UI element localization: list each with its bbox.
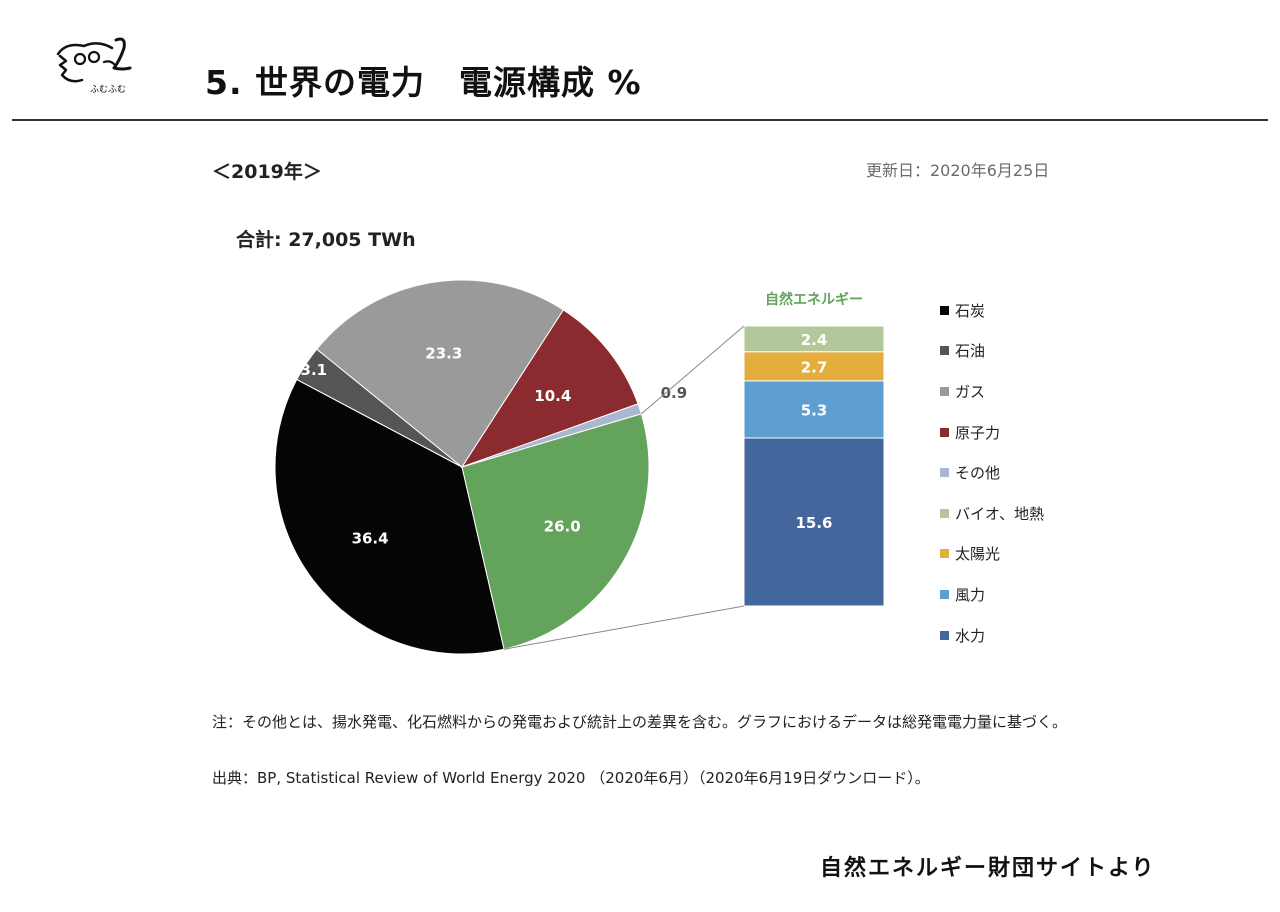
title-divider <box>12 119 1268 121</box>
bar-segment-1 <box>743 351 885 382</box>
connector-line-top <box>640 325 745 415</box>
logo-text: ふむふむ <box>90 84 126 95</box>
bar-label-0: 2.4 <box>801 331 828 349</box>
credit-text: 自然エネルギー財団サイトより <box>820 856 1156 881</box>
legend-item: 太陽光 <box>940 534 1044 575</box>
source-text: 出典：BP, Statistical Review of World Energ… <box>212 769 930 787</box>
bar-segment-0 <box>743 325 885 353</box>
legend-label: ガス <box>955 382 986 401</box>
legend-label: 原子力 <box>955 423 1001 442</box>
legend-label: バイオ、地熱 <box>955 504 1045 523</box>
legend-swatch <box>940 630 949 640</box>
legend-swatch <box>940 589 949 599</box>
note-text: 注：その他とは、揚水発電、化石燃料からの発電および統計上の差異を含む。グラフにお… <box>212 713 1068 731</box>
slice-label-1: 3.1 <box>301 361 328 379</box>
bar-segment-2 <box>743 380 885 439</box>
slice-label-3: 10.4 <box>534 387 571 405</box>
legend-label: 風力 <box>955 585 986 604</box>
legend-label: 石油 <box>955 342 986 361</box>
total-label: 合計: 27,005 TWh <box>236 229 416 251</box>
connector-line-bottom <box>503 605 745 650</box>
legend-swatch <box>940 386 949 396</box>
breakdown-title: 自然エネルギー <box>765 291 863 308</box>
bar-label-2: 5.3 <box>801 401 828 419</box>
legend-item: 石油 <box>940 331 1044 372</box>
bar-label-3: 15.6 <box>795 514 832 532</box>
legend-swatch <box>940 305 949 315</box>
slice-5 <box>461 413 650 650</box>
update-date: 更新日：2020年6月25日 <box>866 161 1050 180</box>
slice-label-2: 23.3 <box>425 345 462 363</box>
legend-swatch <box>940 346 949 356</box>
legend-swatch <box>940 468 949 478</box>
slice-3 <box>460 309 639 468</box>
legend-label: 石炭 <box>955 301 986 320</box>
legend-label: 水力 <box>955 626 986 645</box>
legend-item: 石炭 <box>940 290 1044 331</box>
year-label: ＜2019年＞ <box>212 161 322 183</box>
legend-item: 原子力 <box>940 412 1044 453</box>
page-title: 5. 世界の電力 電源構成 % <box>205 63 642 102</box>
slice-label-0: 36.4 <box>352 530 389 548</box>
legend-label: 太陽光 <box>955 545 1001 564</box>
legend-item: ガス <box>940 371 1044 412</box>
chart-legend: 石炭石油ガス原子力その他バイオ、地熱 太陽光風力水力 <box>940 290 1044 655</box>
legend-item: 風力 <box>940 574 1044 615</box>
legend-swatch <box>940 549 949 559</box>
legend-swatch <box>940 427 949 437</box>
bar-label-1: 2.7 <box>801 358 828 376</box>
slice-label-4: 0.9 <box>661 384 688 402</box>
slice-0 <box>274 378 505 655</box>
logo-icon: ふむふむ <box>56 37 132 95</box>
slice-2 <box>316 279 565 468</box>
legend-swatch <box>940 508 949 518</box>
legend-label: その他 <box>955 464 1001 483</box>
slice-label-5: 26.0 <box>544 517 581 535</box>
legend-item: バイオ、地熱 <box>940 493 1044 534</box>
bar-segment-3 <box>743 437 885 607</box>
legend-item: 水力 <box>940 615 1044 656</box>
legend-item: その他 <box>940 452 1044 493</box>
